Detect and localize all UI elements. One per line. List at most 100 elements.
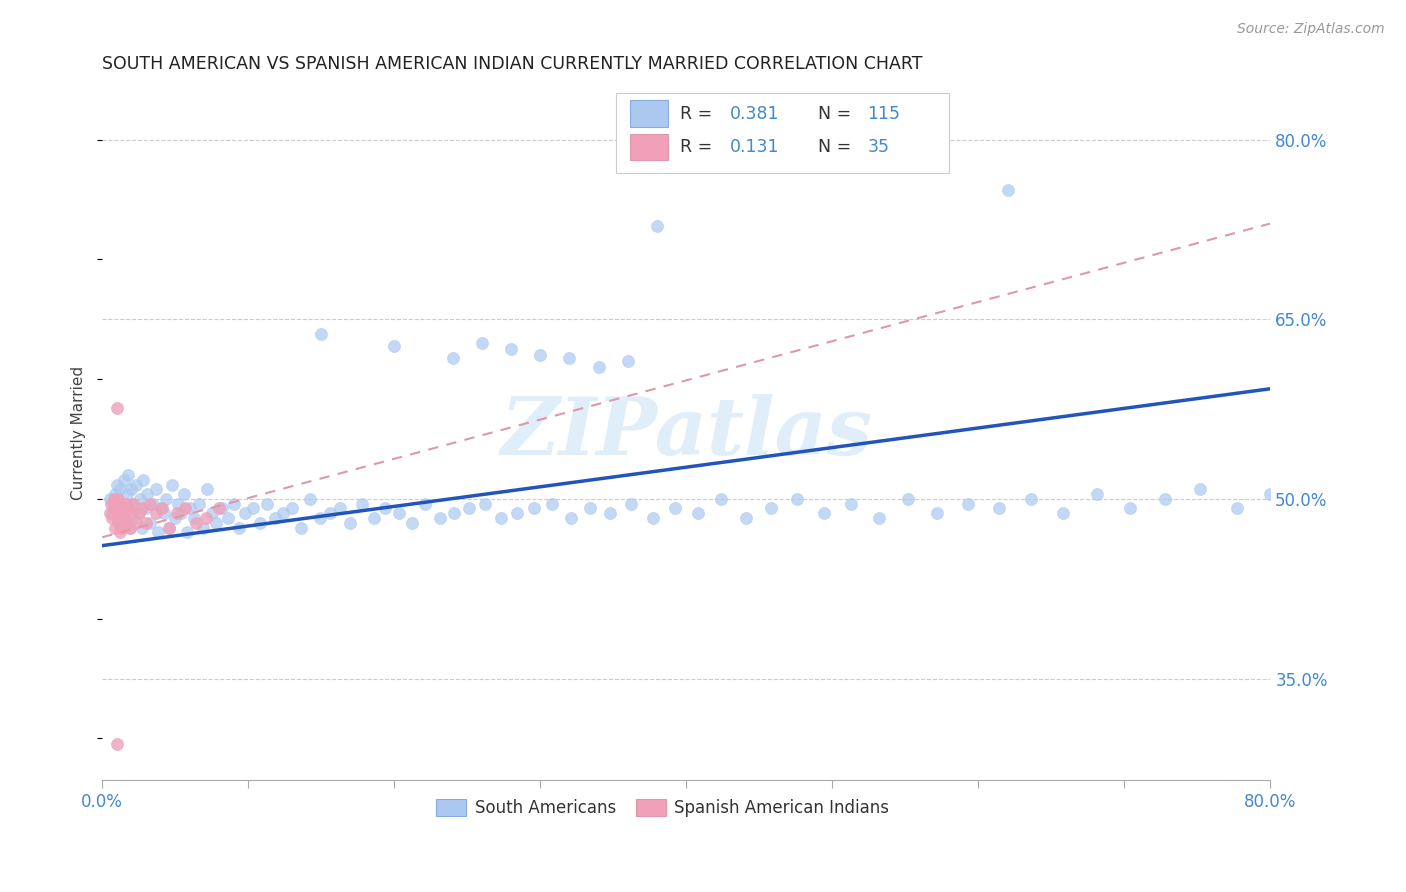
Point (101, 511, 124, 525)
Point (115, 487, 138, 501)
Point (120, 483, 142, 497)
Point (118, 521, 141, 535)
Point (228, 521, 250, 535)
Point (271, 506, 294, 520)
Text: N =: N = (818, 104, 858, 122)
Point (222, 497, 245, 511)
Point (115, 516, 138, 530)
Point (211, 501, 233, 516)
Point (108, 483, 131, 497)
Point (1154, 491, 1177, 506)
Point (194, 511, 217, 525)
Point (103, 491, 125, 506)
Point (98, 506, 121, 520)
Text: 0.381: 0.381 (730, 104, 779, 122)
Point (256, 497, 278, 511)
Point (122, 497, 145, 511)
Point (281, 501, 304, 516)
Point (105, 738, 128, 752)
Point (139, 516, 162, 530)
Point (173, 487, 195, 501)
Point (105, 401, 128, 415)
Point (111, 511, 134, 525)
Point (103, 497, 125, 511)
Point (329, 501, 352, 516)
Point (132, 473, 155, 487)
Point (179, 501, 201, 516)
Point (1226, 501, 1249, 516)
Point (149, 501, 172, 516)
Point (162, 477, 184, 491)
Point (166, 506, 188, 520)
FancyBboxPatch shape (616, 93, 949, 173)
Point (735, 511, 758, 525)
Point (759, 501, 782, 516)
Point (664, 501, 686, 516)
Point (388, 506, 411, 520)
Point (122, 497, 145, 511)
Point (152, 506, 174, 520)
Point (249, 516, 271, 530)
Point (187, 497, 209, 511)
Y-axis label: Currently Married: Currently Married (72, 366, 86, 500)
Point (101, 506, 124, 520)
Point (100, 497, 122, 511)
Point (167, 497, 190, 511)
Point (103, 501, 125, 516)
Point (710, 491, 733, 506)
Text: 0.131: 0.131 (730, 138, 779, 156)
Point (413, 497, 436, 511)
Text: R =: R = (681, 138, 718, 156)
Point (120, 506, 142, 520)
Point (471, 336, 494, 351)
Point (927, 506, 949, 520)
Point (242, 501, 264, 516)
Point (617, 354, 640, 368)
Point (620, 497, 643, 511)
Point (117, 501, 139, 516)
Point (145, 506, 167, 520)
Point (298, 491, 321, 506)
Text: 115: 115 (868, 104, 900, 122)
Point (142, 497, 165, 511)
Point (374, 501, 396, 516)
Point (150, 501, 173, 516)
Point (541, 497, 564, 511)
Point (129, 491, 152, 506)
Point (217, 511, 239, 525)
Point (105, 477, 128, 491)
Point (124, 511, 146, 525)
Point (813, 506, 835, 520)
Text: Source: ZipAtlas.com: Source: ZipAtlas.com (1237, 22, 1385, 37)
Point (105, 501, 128, 516)
Point (165, 511, 187, 525)
Point (309, 326, 332, 341)
Point (201, 506, 224, 520)
Point (170, 506, 193, 520)
Point (1085, 487, 1108, 501)
Point (429, 511, 451, 525)
Point (157, 521, 180, 535)
Point (135, 516, 157, 530)
Point (441, 351, 464, 365)
Point (474, 497, 496, 511)
Point (114, 497, 136, 511)
Point (205, 516, 228, 530)
Point (195, 483, 218, 497)
Point (443, 506, 465, 520)
Point (117, 506, 139, 520)
Point (157, 521, 180, 535)
Point (523, 501, 546, 516)
Point (125, 516, 148, 530)
Point (112, 473, 135, 487)
Text: 35: 35 (868, 138, 890, 156)
Point (308, 511, 330, 525)
Point (107, 491, 129, 506)
Point (98, 491, 121, 506)
Point (108, 525, 131, 540)
Point (139, 497, 162, 511)
Point (1189, 483, 1212, 497)
Point (686, 506, 709, 520)
Point (105, 511, 128, 525)
Point (233, 506, 256, 520)
